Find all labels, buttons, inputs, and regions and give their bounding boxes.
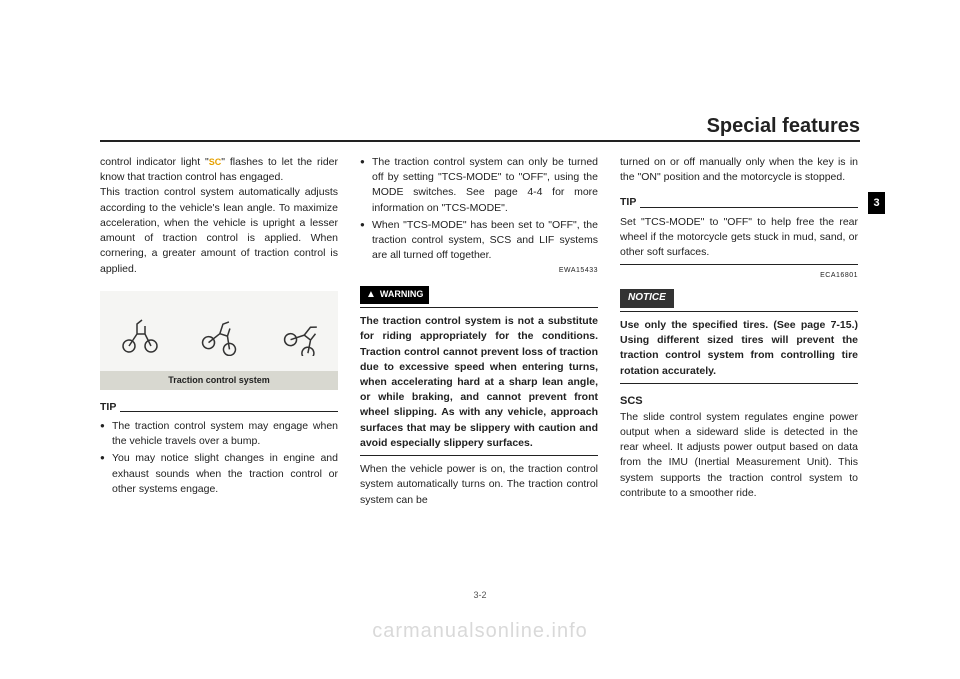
notice-code: ECA16801 <box>620 271 858 281</box>
page-number: 3-2 <box>0 590 960 600</box>
page-header: Special features <box>100 115 860 142</box>
para: When the vehicle power is on, the tracti… <box>360 462 598 508</box>
rule <box>620 383 858 384</box>
column-1: control indicator light "SC" flashes to … <box>100 155 338 508</box>
bullet-list: The traction control system can only be … <box>360 155 598 264</box>
motorcycle-deep-lean-icon <box>273 306 323 356</box>
scs-text: The slide control system regulates engin… <box>620 410 858 501</box>
list-item: The traction control system can only be … <box>360 155 598 216</box>
page-title: Special features <box>707 115 860 138</box>
para: This traction control system automatical… <box>100 185 338 276</box>
manual-page: Special features 3 control indicator lig… <box>0 0 960 679</box>
motorcycle-upright-icon <box>115 306 165 356</box>
watermark: carmanualsonline.info <box>0 620 960 643</box>
warning-label: WARNING <box>380 288 424 301</box>
rule <box>360 455 598 456</box>
list-item: When "TCS-MODE" has been set to "OFF", t… <box>360 218 598 264</box>
tip-heading: TIP <box>100 400 338 415</box>
rule <box>120 411 338 412</box>
para: turned on or off manually only when the … <box>620 155 858 185</box>
tip-heading: TIP <box>620 195 858 210</box>
columns: control indicator light "SC" flashes to … <box>100 155 860 508</box>
illustration-box <box>100 291 338 371</box>
warning-triangle-icon: ▲ <box>366 288 376 303</box>
notice-text: Use only the specified tires. (See page … <box>620 318 858 379</box>
traction-illustration: Traction control system <box>100 291 338 390</box>
tip-text: Set "TCS-MODE" to "OFF" to help free the… <box>620 215 858 261</box>
warning-text: The traction control system is not a sub… <box>360 314 598 451</box>
illustration-label: Traction control system <box>100 371 338 390</box>
warning-badge: ▲ WARNING <box>360 286 429 305</box>
column-2: The traction control system can only be … <box>360 155 598 508</box>
sc-icon: SC <box>209 157 222 167</box>
rule <box>620 264 858 265</box>
warning-heading: ▲ WARNING <box>360 286 598 309</box>
warning-code: EWA15433 <box>360 266 598 276</box>
chapter-number: 3 <box>873 197 879 209</box>
scs-heading: SCS <box>620 394 858 410</box>
para: control indicator light "SC" flashes to … <box>100 155 338 185</box>
list-item: The traction control system may engage w… <box>100 419 338 449</box>
motorcycle-lean-icon <box>194 306 244 356</box>
rule <box>640 207 858 208</box>
tip-label: TIP <box>100 400 116 415</box>
notice-badge: NOTICE <box>620 289 674 308</box>
list-item: You may notice slight changes in engine … <box>100 451 338 497</box>
notice-heading: NOTICE <box>620 289 858 312</box>
text: control indicator light " <box>100 156 209 168</box>
tip-label: TIP <box>620 195 636 210</box>
tip-list: The traction control system may engage w… <box>100 419 338 497</box>
column-3: turned on or off manually only when the … <box>620 155 858 508</box>
chapter-tab: 3 <box>868 192 885 214</box>
